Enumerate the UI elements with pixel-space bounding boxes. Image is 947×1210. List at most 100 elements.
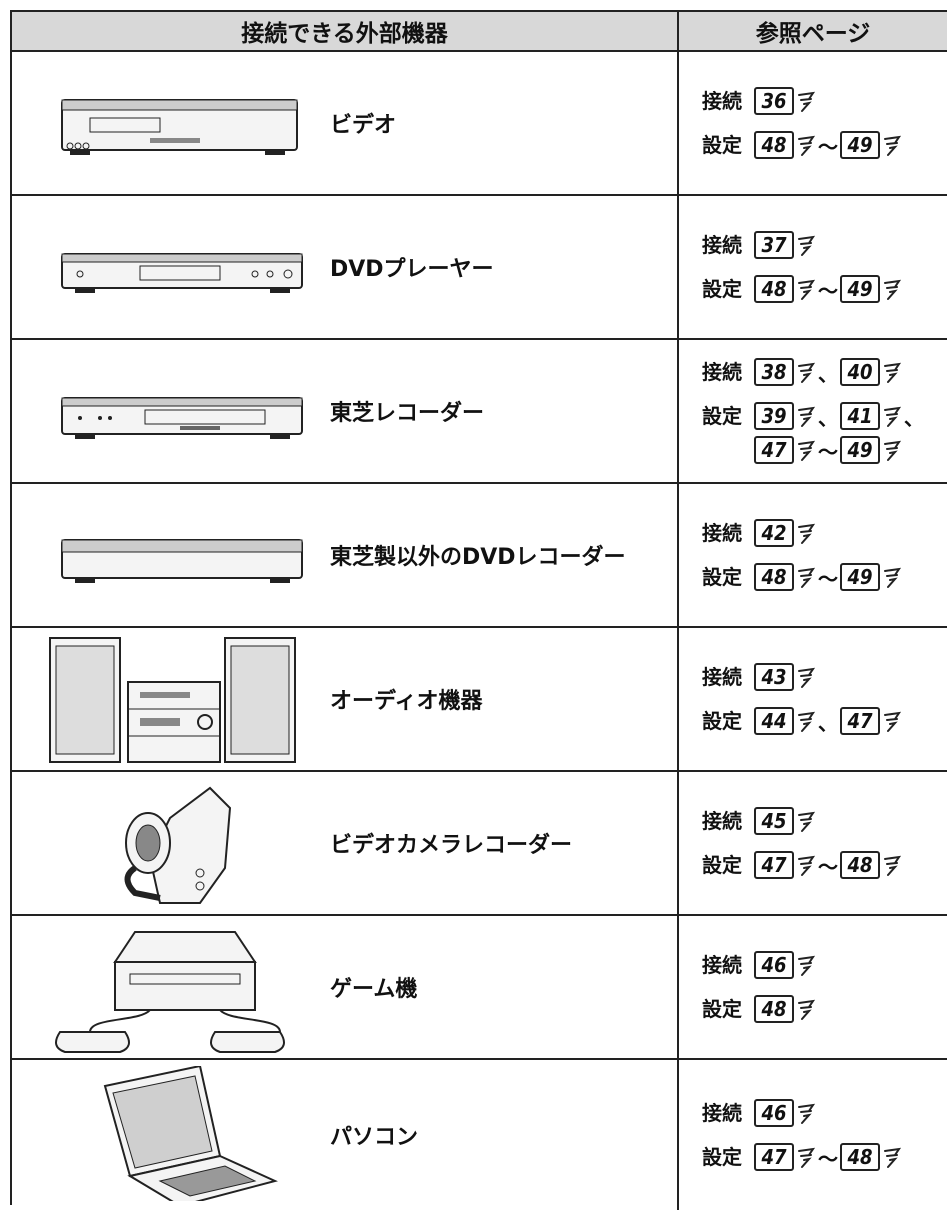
reference-line: 48 ～ 49 [754,130,902,160]
device-illustration [61,99,298,155]
reference-cell: 接続 37 設定 48 ～ 49 [702,196,902,338]
page-icon [798,955,816,976]
reference-line: 42 [754,518,816,548]
separator: 、 [818,361,838,386]
reference-lines: 36 [754,86,816,116]
page-badge: 49 [840,131,902,159]
page-badge: 45 [754,807,816,835]
page-badge: 39 [754,402,816,430]
reference-lines: 39、 41、 47 ～ 49 [754,401,926,465]
page-number: 47 [840,707,880,735]
page-badge: 48 [754,275,816,303]
device-illustration [49,637,296,763]
reference-line: 48 [754,994,816,1024]
separator: ～ [818,566,838,591]
reference-label: 接続 [702,665,742,689]
column-divider [677,52,679,194]
reference: 接続 46 [702,1098,902,1128]
page-number: 40 [840,358,880,386]
reference-label: 設定 [702,565,742,589]
column-divider [677,628,679,770]
reference-label: 接続 [702,809,742,833]
page-number: 47 [754,436,794,464]
reference: 設定 48 [702,994,816,1024]
page-number: 48 [754,995,794,1023]
separator: ～ [818,854,838,879]
table-row: オーディオ機器 接続 43 設定 44 、 47 [12,628,947,772]
page-icon [884,406,902,427]
reference-line: 39、 41、 [754,401,926,431]
reference-line: 45 [754,806,816,836]
table-row: ゲーム機 接続 46 設定 48 [12,916,947,1060]
page-icon [798,523,816,544]
reference: 設定 44 、 47 [702,706,902,736]
page-icon [884,567,902,588]
page-icon [798,855,816,876]
page-icon [798,279,816,300]
device-name: オーディオ機器 [330,689,483,714]
reference-line: 37 [754,230,816,260]
reference-lines: 45 [754,806,816,836]
table-row: 東芝レコーダー 接続 38、 40 設定 39、 41、 47 ～ 49 [12,340,947,484]
reference-cell: 接続 38、 40 設定 39、 41、 47 ～ 49 [702,340,926,482]
page-number: 49 [840,275,880,303]
reference-label: 接続 [702,953,742,977]
page-icon [798,711,816,732]
column-divider [677,196,679,338]
reference-lines: 43 [754,662,816,692]
reference-lines: 47 ～ 48 [754,1142,902,1172]
reference-label: 接続 [702,521,742,545]
page-icon [884,135,902,156]
page-number: 48 [840,1143,880,1171]
page-number: 49 [840,436,880,464]
page-icon [798,91,816,112]
device-name: DVDプレーヤー [330,257,494,282]
reference-label: 接続 [702,89,742,113]
reference-line: 47 ～ 48 [754,850,902,880]
page-icon [884,1147,902,1168]
page-icon [798,1147,816,1168]
reference: 接続 42 [702,518,902,548]
reference-cell: 接続 45 設定 47 ～ 48 [702,772,902,914]
reference-label: 接続 [702,233,742,257]
reference-line: 38 、 40 [754,357,902,387]
reference-line: 47 ～ 48 [754,1142,902,1172]
reference-lines: 48 ～ 49 [754,274,902,304]
page-number: 45 [754,807,794,835]
page-badge: 37 [754,231,816,259]
page-icon [798,440,816,461]
header-cell: 参照ページ [679,12,947,52]
reference: 設定 48 ～ 49 [702,274,902,304]
table-row: ビデオカメラレコーダー 接続 45 設定 47 ～ 48 [12,772,947,916]
reference-line: 43 [754,662,816,692]
reference: 接続 38 、 40 [702,357,926,387]
page-badge: 48 [754,563,816,591]
page-badge: 46 [754,1099,816,1127]
device-illustration [55,931,285,1053]
reference-line: 44 、 47 [754,706,902,736]
device-illustration [61,253,303,293]
reference-label: 接続 [702,1101,742,1125]
page-badge: 47 [754,1143,816,1171]
page-icon [798,135,816,156]
reference-cell: 接続 42 設定 48 ～ 49 [702,484,902,626]
reference-line: 47 ～ 49 [754,435,926,465]
page-icon [884,279,902,300]
column-divider [677,772,679,914]
page-badge: 49 [840,275,902,303]
page-badge: 49 [840,436,902,464]
page-badge: 47 [754,436,816,464]
reference-line: 48 ～ 49 [754,562,902,592]
page-badge: 47 [754,851,816,879]
reference: 設定 48 ～ 49 [702,562,902,592]
page-icon [798,1103,816,1124]
page-badge: 48 [840,1143,902,1171]
device-illustration [61,539,303,583]
reference-lines: 42 [754,518,816,548]
page-badge: 40 [840,358,902,386]
page-number: 49 [840,131,880,159]
page-number: 37 [754,231,794,259]
device-illustration [103,1066,278,1201]
page-badge: 48 [840,851,902,879]
